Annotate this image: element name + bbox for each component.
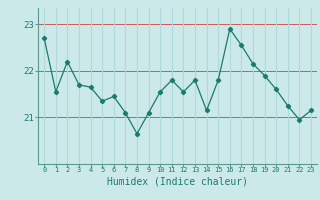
X-axis label: Humidex (Indice chaleur): Humidex (Indice chaleur) [107,176,248,186]
